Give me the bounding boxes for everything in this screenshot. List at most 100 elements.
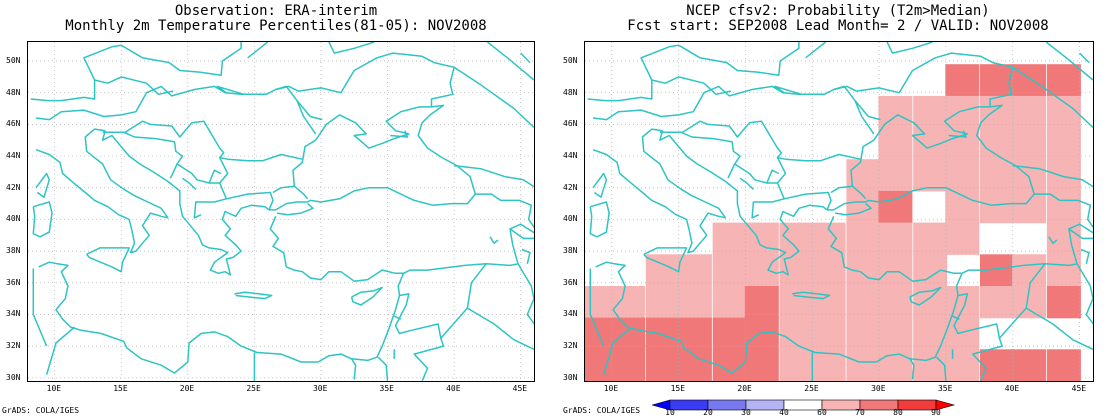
latitude-tick-label: 42N <box>6 182 21 192</box>
coastline <box>35 172 51 198</box>
country-border <box>83 44 122 81</box>
country-border <box>247 42 269 59</box>
probability-cell <box>1012 159 1047 192</box>
probability-cell <box>744 349 779 381</box>
coastline <box>521 248 531 264</box>
probability-cell <box>811 317 846 350</box>
country-border <box>734 163 785 219</box>
coastline <box>276 203 314 216</box>
country-border <box>413 337 445 381</box>
probability-cell <box>712 222 747 255</box>
coastline <box>489 236 499 244</box>
latitude-tick-label: 34N <box>6 309 21 319</box>
country-border <box>393 315 402 320</box>
country-border <box>854 100 881 121</box>
country-border <box>1025 307 1093 350</box>
country-border <box>145 82 174 96</box>
probability-cell <box>945 222 980 255</box>
probability-cell <box>878 317 913 350</box>
country-border <box>30 76 147 102</box>
country-border <box>509 228 534 240</box>
probability-cell <box>1012 190 1047 224</box>
colorbar-swatches <box>650 399 956 411</box>
country-border <box>467 307 534 350</box>
coastline <box>792 291 831 300</box>
probability-cell <box>677 254 712 287</box>
latitude-tick-label: 36N <box>563 277 578 287</box>
country-border <box>219 157 229 184</box>
probability-cell <box>846 349 881 381</box>
country-border <box>275 52 455 107</box>
colorbar-tick-label: 30 <box>741 408 751 417</box>
coastline <box>827 216 963 296</box>
latitude-tick-label: 40N <box>563 214 578 224</box>
coastline <box>292 139 316 200</box>
forecast-map-panel <box>584 41 1094 382</box>
longitude-tick-label: 30E <box>312 384 328 393</box>
coastline <box>592 128 727 254</box>
country-border <box>587 76 705 102</box>
latitude-tick-label: 48N <box>6 87 21 97</box>
probability-cell <box>1012 127 1047 160</box>
longitude-tick-label: 35E <box>379 384 394 393</box>
probability-cell <box>980 159 1014 192</box>
probability-cell <box>980 349 1014 381</box>
longitude-tick-label: 20E <box>179 384 195 393</box>
probability-cell <box>945 95 980 129</box>
coastline <box>595 261 877 374</box>
probability-cell <box>913 317 948 350</box>
probability-cell <box>913 127 948 160</box>
country-border <box>971 337 1003 381</box>
forecast-probability-map <box>585 42 1093 381</box>
coastline <box>86 247 130 273</box>
probability-cell <box>1046 64 1081 97</box>
probability-cell <box>585 349 613 381</box>
probability-cell <box>779 254 814 287</box>
probability-cell <box>677 349 712 381</box>
country-border <box>226 191 274 211</box>
right-credit-text: GrADS: COLA/IGES <box>563 406 641 415</box>
probability-colorbar <box>650 396 1032 415</box>
longitude-tick-label: 45E <box>1071 384 1087 393</box>
colorbar-tick-label: 20 <box>703 408 713 417</box>
probability-cell <box>779 222 814 255</box>
probability-cell <box>846 222 881 255</box>
probability-cell <box>1012 64 1047 97</box>
latitude-tick-label: 38N <box>6 246 21 256</box>
country-border <box>328 42 375 54</box>
latitude-tick-label: 44N <box>6 151 21 161</box>
probability-cell <box>645 317 680 350</box>
country-border <box>678 42 800 77</box>
country-border <box>1045 42 1093 81</box>
probability-cell <box>945 286 980 319</box>
coastline <box>850 139 875 200</box>
probability-cell <box>611 286 646 319</box>
probability-cell <box>645 349 680 381</box>
coastline <box>317 295 401 363</box>
coastline <box>592 172 608 198</box>
latitude-tick-label: 44N <box>563 151 578 161</box>
probability-cell <box>645 286 680 319</box>
country-border <box>776 157 787 184</box>
probability-cell <box>878 222 913 255</box>
coastline <box>32 201 53 238</box>
country-border <box>403 193 534 274</box>
country-border <box>886 42 933 54</box>
left-title-line2: Monthly 2m Temperature Percentiles(81-05… <box>65 18 487 34</box>
right-title-line1: NCEP cfsv2: Probability (T2m>Median) <box>686 3 990 19</box>
longitude-tick-label: 30E <box>871 384 886 393</box>
latitude-tick-label: 30N <box>563 372 578 382</box>
country-border <box>640 44 679 81</box>
longitude-tick-label: 45E <box>512 384 528 393</box>
country-border <box>486 42 534 81</box>
probability-cell <box>945 317 980 350</box>
country-border <box>774 85 802 96</box>
longitude-tick-label: 35E <box>937 384 953 393</box>
probability-cell <box>878 190 913 224</box>
coastline <box>101 130 270 276</box>
coastline <box>659 130 828 276</box>
latitude-tick-label: 46N <box>563 119 578 129</box>
latitude-tick-label: 48N <box>563 87 578 97</box>
probability-cell <box>744 286 779 319</box>
colorbar-tick-label: 90 <box>931 408 941 417</box>
